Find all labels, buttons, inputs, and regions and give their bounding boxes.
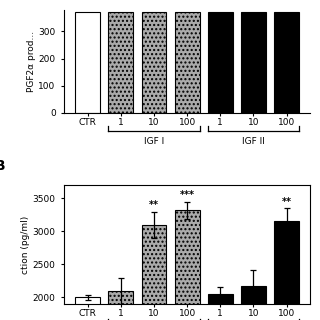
Bar — [241, 12, 266, 113]
Bar — [175, 12, 200, 113]
Y-axis label: ction (pg/ml): ction (pg/ml) — [21, 215, 30, 274]
Bar — [75, 297, 100, 320]
Text: **: ** — [149, 200, 159, 210]
Bar — [75, 12, 100, 113]
Bar — [141, 12, 166, 113]
Bar — [274, 221, 299, 320]
Y-axis label: PGF2α prod...: PGF2α prod... — [27, 31, 36, 92]
Bar — [108, 291, 133, 320]
Bar — [141, 225, 166, 320]
Bar — [108, 12, 133, 113]
Text: ***: *** — [180, 190, 195, 200]
Text: IGF I: IGF I — [144, 137, 164, 146]
Text: **: ** — [282, 196, 292, 207]
Bar — [274, 12, 299, 113]
Bar — [241, 285, 266, 320]
Text: B: B — [0, 159, 6, 173]
Text: IGF II: IGF II — [242, 137, 265, 146]
Bar — [208, 12, 233, 113]
Bar — [175, 210, 200, 320]
Bar — [208, 294, 233, 320]
